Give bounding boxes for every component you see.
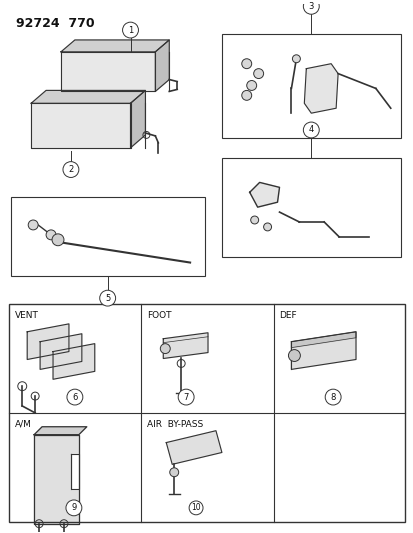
Text: 4: 4 [308, 125, 313, 134]
Text: 6: 6 [72, 393, 77, 401]
Circle shape [63, 161, 78, 177]
Polygon shape [130, 91, 145, 148]
Polygon shape [34, 427, 87, 435]
Circle shape [325, 389, 340, 405]
Text: 2: 2 [68, 165, 74, 174]
Text: VENT: VENT [15, 311, 39, 320]
Polygon shape [61, 52, 155, 91]
Circle shape [303, 0, 318, 14]
Bar [9, 304, 404, 522]
Polygon shape [291, 332, 355, 369]
Bar [221, 34, 400, 138]
Circle shape [52, 234, 64, 246]
Text: 8: 8 [330, 393, 335, 401]
Circle shape [241, 91, 251, 100]
Polygon shape [61, 40, 169, 52]
Circle shape [189, 501, 202, 515]
Polygon shape [34, 435, 78, 524]
Circle shape [250, 216, 258, 224]
Circle shape [46, 230, 56, 240]
Circle shape [303, 122, 318, 138]
Circle shape [160, 344, 170, 353]
Circle shape [169, 468, 178, 477]
Text: 7: 7 [183, 393, 188, 401]
Circle shape [288, 350, 300, 361]
Circle shape [67, 389, 83, 405]
Circle shape [263, 223, 271, 231]
Polygon shape [27, 324, 69, 359]
Polygon shape [166, 431, 221, 464]
Circle shape [253, 69, 263, 78]
Polygon shape [31, 91, 145, 103]
Polygon shape [40, 334, 82, 369]
Circle shape [246, 80, 256, 91]
Bar [221, 158, 400, 256]
Text: 10: 10 [191, 503, 200, 512]
Text: 5: 5 [105, 294, 110, 303]
Text: A/M: A/M [15, 420, 32, 429]
Text: 92724  770: 92724 770 [16, 17, 95, 30]
Polygon shape [249, 182, 279, 207]
Circle shape [122, 22, 138, 38]
Text: 1: 1 [128, 26, 133, 35]
Polygon shape [155, 40, 169, 91]
Polygon shape [31, 103, 130, 148]
Circle shape [100, 290, 115, 306]
Circle shape [292, 55, 300, 63]
Polygon shape [53, 344, 95, 379]
Polygon shape [163, 333, 207, 359]
Text: FOOT: FOOT [147, 311, 171, 320]
Text: AIR  BY-PASS: AIR BY-PASS [147, 420, 203, 429]
Circle shape [66, 500, 82, 516]
Text: 3: 3 [308, 2, 313, 11]
Circle shape [28, 220, 38, 230]
Text: DEF: DEF [279, 311, 297, 320]
Polygon shape [71, 455, 78, 489]
Polygon shape [291, 332, 355, 348]
Circle shape [241, 59, 251, 69]
Polygon shape [304, 64, 337, 113]
Text: 9: 9 [71, 503, 76, 512]
Circle shape [178, 389, 194, 405]
Bar [11, 197, 204, 277]
